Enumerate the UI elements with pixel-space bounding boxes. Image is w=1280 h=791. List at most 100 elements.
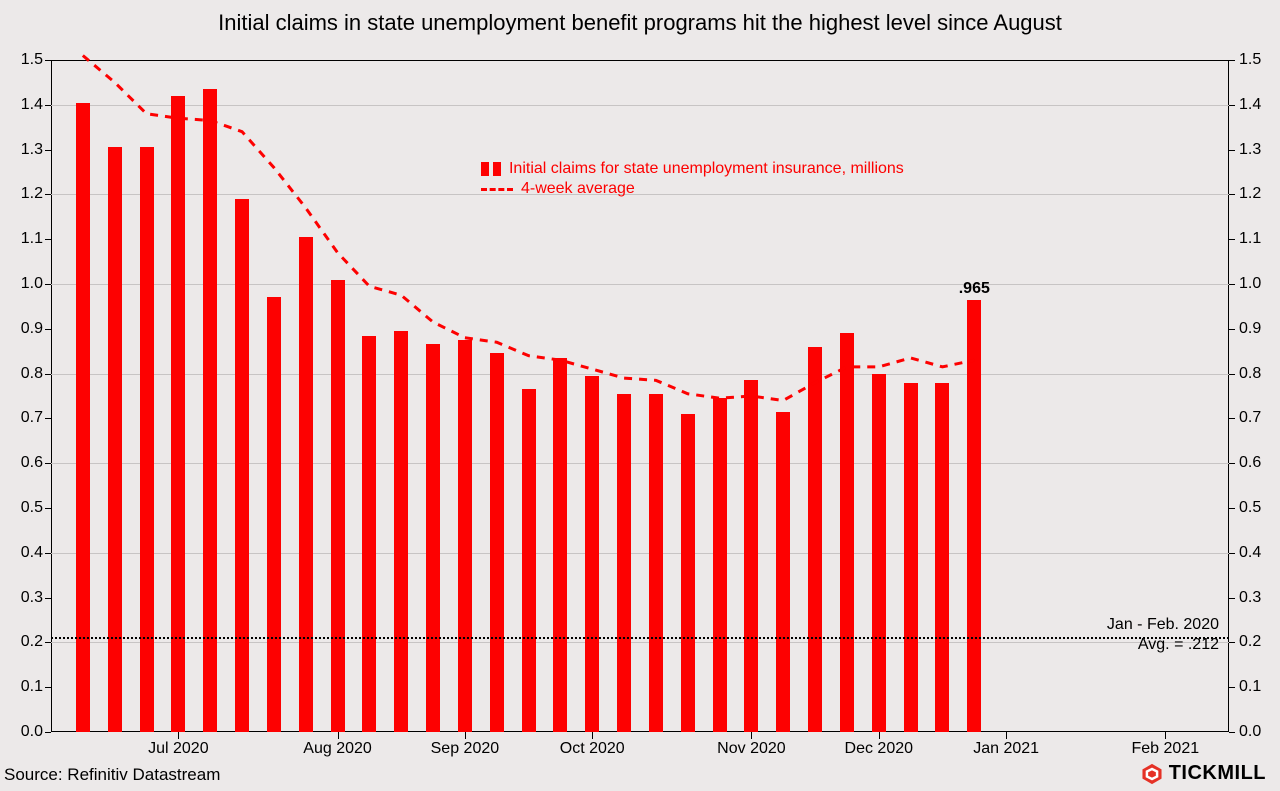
data-bar <box>967 300 981 732</box>
grid-line <box>51 284 1229 285</box>
y-tick-mark <box>1229 194 1235 195</box>
highlight-value-label: .965 <box>959 280 990 298</box>
y-tick-label-right: 0.4 <box>1239 545 1261 561</box>
x-tick-mark <box>1006 732 1007 739</box>
y-tick-label-right: 0.2 <box>1239 634 1261 650</box>
y-tick-mark <box>1229 732 1235 733</box>
data-bar <box>744 380 758 732</box>
x-tick-label: Jul 2020 <box>148 740 209 758</box>
y-tick-label-left: 0.1 <box>13 679 43 695</box>
x-tick-label: Feb 2021 <box>1132 740 1200 758</box>
y-tick-mark <box>45 329 51 330</box>
data-bar <box>267 297 281 732</box>
y-tick-label-right: 1.4 <box>1239 97 1261 113</box>
y-tick-label-right: 0.7 <box>1239 410 1261 426</box>
y-tick-label-left: 0.8 <box>13 366 43 382</box>
y-tick-mark <box>45 418 51 419</box>
grid-line <box>51 553 1229 554</box>
y-tick-label-right: 0.9 <box>1239 321 1261 337</box>
y-tick-mark <box>45 687 51 688</box>
legend-label: Initial claims for state unemployment in… <box>509 160 904 178</box>
y-tick-label-left: 0.6 <box>13 455 43 471</box>
data-bar <box>522 389 536 732</box>
y-tick-mark <box>1229 105 1235 106</box>
x-tick-mark <box>338 732 339 739</box>
y-tick-mark <box>45 239 51 240</box>
y-tick-mark <box>1229 598 1235 599</box>
legend-item: 4-week average <box>481 180 904 198</box>
data-bar <box>235 199 249 732</box>
data-bar <box>713 398 727 732</box>
x-tick-mark <box>1165 732 1166 739</box>
y-tick-label-right: 0.5 <box>1239 500 1261 516</box>
data-bar <box>362 336 376 732</box>
grid-line <box>51 642 1229 643</box>
y-tick-mark <box>1229 374 1235 375</box>
y-tick-mark <box>45 732 51 733</box>
y-tick-mark <box>1229 463 1235 464</box>
data-bar <box>681 414 695 732</box>
data-bar <box>904 383 918 732</box>
y-tick-label-left: 1.5 <box>13 52 43 68</box>
data-bar <box>649 394 663 732</box>
y-tick-label-right: 0.1 <box>1239 679 1261 695</box>
y-tick-mark <box>1229 642 1235 643</box>
data-bar <box>840 333 854 732</box>
y-tick-mark <box>45 508 51 509</box>
data-bar <box>331 280 345 732</box>
y-tick-mark <box>1229 329 1235 330</box>
y-tick-mark <box>45 598 51 599</box>
y-tick-mark <box>45 642 51 643</box>
y-tick-label-left: 0.2 <box>13 634 43 650</box>
grid-line <box>51 105 1229 106</box>
data-bar <box>585 376 599 732</box>
legend-item: Initial claims for state unemployment in… <box>481 160 904 178</box>
y-tick-label-left: 0.7 <box>13 410 43 426</box>
y-tick-mark <box>45 553 51 554</box>
brand-logo: TICKMILL <box>1141 762 1266 785</box>
data-bar <box>935 383 949 732</box>
y-tick-label-left: 0.0 <box>13 724 43 740</box>
x-tick-label: Oct 2020 <box>560 740 625 758</box>
y-tick-label-right: 0.8 <box>1239 366 1261 382</box>
data-bar <box>140 147 154 732</box>
y-tick-label-left: 0.9 <box>13 321 43 337</box>
data-bar <box>553 358 567 732</box>
reference-avg-line <box>51 637 1229 639</box>
data-bar <box>776 412 790 732</box>
y-tick-label-right: 1.1 <box>1239 231 1261 247</box>
y-tick-label-right: 1.2 <box>1239 186 1261 202</box>
y-tick-mark <box>1229 150 1235 151</box>
data-bar <box>108 147 122 732</box>
x-tick-mark <box>592 732 593 739</box>
y-tick-mark <box>1229 687 1235 688</box>
legend: Initial claims for state unemployment in… <box>481 160 904 200</box>
y-tick-label-right: 1.0 <box>1239 276 1261 292</box>
y-tick-label-right: 0.6 <box>1239 455 1261 471</box>
x-tick-label: Dec 2020 <box>845 740 914 758</box>
y-tick-label-left: 1.3 <box>13 142 43 158</box>
legend-bar-icon <box>481 162 501 176</box>
data-bar <box>458 340 472 732</box>
source-text: Source: Refinitiv Datastream <box>4 765 220 785</box>
x-tick-mark <box>178 732 179 739</box>
brand-text: TICKMILL <box>1169 762 1266 785</box>
x-tick-label: Aug 2020 <box>303 740 372 758</box>
x-tick-label: Nov 2020 <box>717 740 786 758</box>
data-bar <box>490 353 504 732</box>
tickmill-icon <box>1141 763 1163 785</box>
y-tick-label-right: 0.3 <box>1239 590 1261 606</box>
y-tick-mark <box>1229 418 1235 419</box>
y-tick-mark <box>45 374 51 375</box>
y-tick-label-left: 1.4 <box>13 97 43 113</box>
y-tick-label-left: 1.1 <box>13 231 43 247</box>
data-bar <box>872 374 886 732</box>
chart-container: Initial claims in state unemployment ben… <box>0 0 1280 791</box>
x-tick-label: Jan 2021 <box>973 740 1039 758</box>
y-tick-mark <box>45 60 51 61</box>
y-tick-label-left: 1.0 <box>13 276 43 292</box>
data-bar <box>617 394 631 732</box>
y-tick-label-left: 0.4 <box>13 545 43 561</box>
y-tick-label-right: 0.0 <box>1239 724 1261 740</box>
data-bar <box>808 347 822 732</box>
